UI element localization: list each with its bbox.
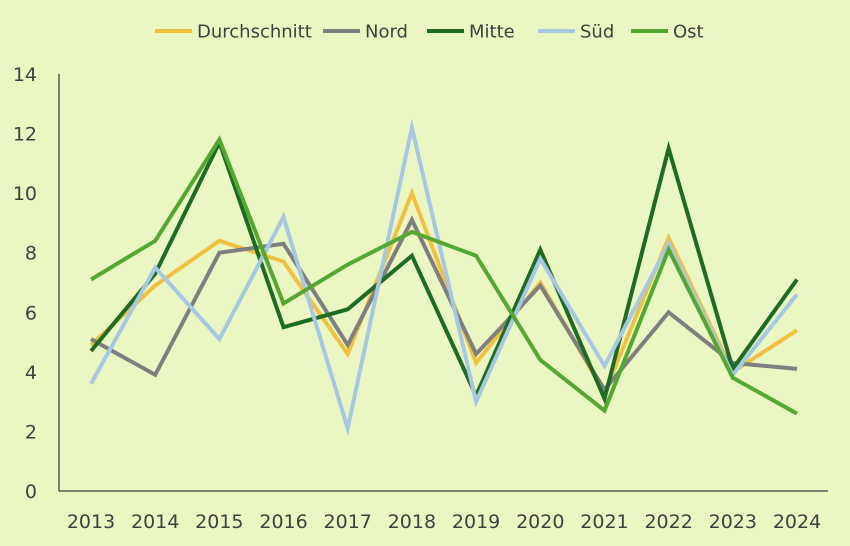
x-tick-label: 2013 [67,511,115,533]
series-layer [89,118,799,437]
x-tick-label: 2015 [195,511,243,533]
x-tick-label: 2019 [452,511,500,533]
x-tick-label: 2020 [516,511,564,533]
x-axis: 2013 2014 2015 2016 2017 2018 2019 2020 2021 2022… [59,490,828,533]
legend-item: Nord [323,22,408,43]
legend-item: Süd [538,22,614,43]
x-tick-label: 2017 [324,511,372,533]
x-tick-label: 2022 [644,511,692,533]
y-tick-label: 6 [25,302,37,324]
y-tick-label: 10 [13,183,37,205]
y-tick-label: 12 [13,124,37,146]
series-line-s-d [89,118,799,437]
y-tick-label: 0 [25,481,37,503]
x-tick-label: 2014 [131,511,179,533]
y-tick-label: 8 [25,243,37,265]
y-tick-label: 4 [25,362,37,384]
series-line-nord [90,215,798,394]
series-line-ost [89,135,798,416]
x-tick-label: 2023 [709,511,757,533]
legend-item: Durchschnitt [155,22,312,43]
x-tick-label: 2018 [388,511,436,533]
legend-label: Mitte [469,22,515,43]
legend: Durchschnitt Nord Mitte Süd Ost [155,22,704,43]
legend-item: Mitte [427,22,515,43]
x-tick-label: 2024 [773,511,821,533]
x-tick-label: 2021 [580,511,628,533]
legend-item: Ost [631,22,704,43]
x-tick-label: 2016 [259,511,307,533]
series-line-durchschnitt [89,187,799,398]
y-tick-label: 2 [25,421,37,443]
legend-label: Süd [580,22,614,43]
series-line-mitte [89,137,799,405]
legend-label: Nord [365,22,408,43]
y-axis: 0 2 4 6 8 10 12 14 [13,64,60,503]
legend-label: Durchschnitt [197,22,312,43]
legend-label: Ost [673,22,704,43]
y-tick-label: 14 [13,64,37,86]
